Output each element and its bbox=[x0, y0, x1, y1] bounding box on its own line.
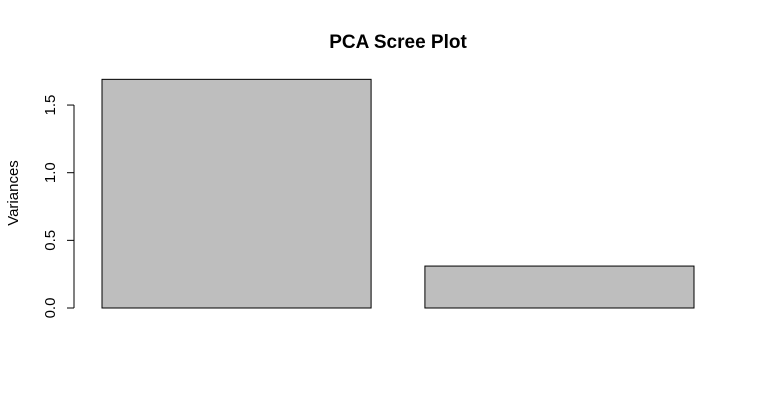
bars-group bbox=[101, 78, 695, 309]
y-tick-label: 0.0 bbox=[42, 298, 59, 319]
y-tick-label: 0.5 bbox=[42, 230, 59, 251]
chart-title: PCA Scree Plot bbox=[329, 32, 467, 53]
bar-pc1 bbox=[101, 78, 372, 309]
bar-pc2 bbox=[424, 265, 695, 309]
y-axis-label: Variances bbox=[5, 160, 22, 226]
y-tick-label: 1.5 bbox=[42, 95, 59, 116]
y-axis: 0.0 0.5 1.0 1.5 bbox=[42, 95, 75, 319]
y-tick-label: 1.0 bbox=[42, 162, 59, 183]
